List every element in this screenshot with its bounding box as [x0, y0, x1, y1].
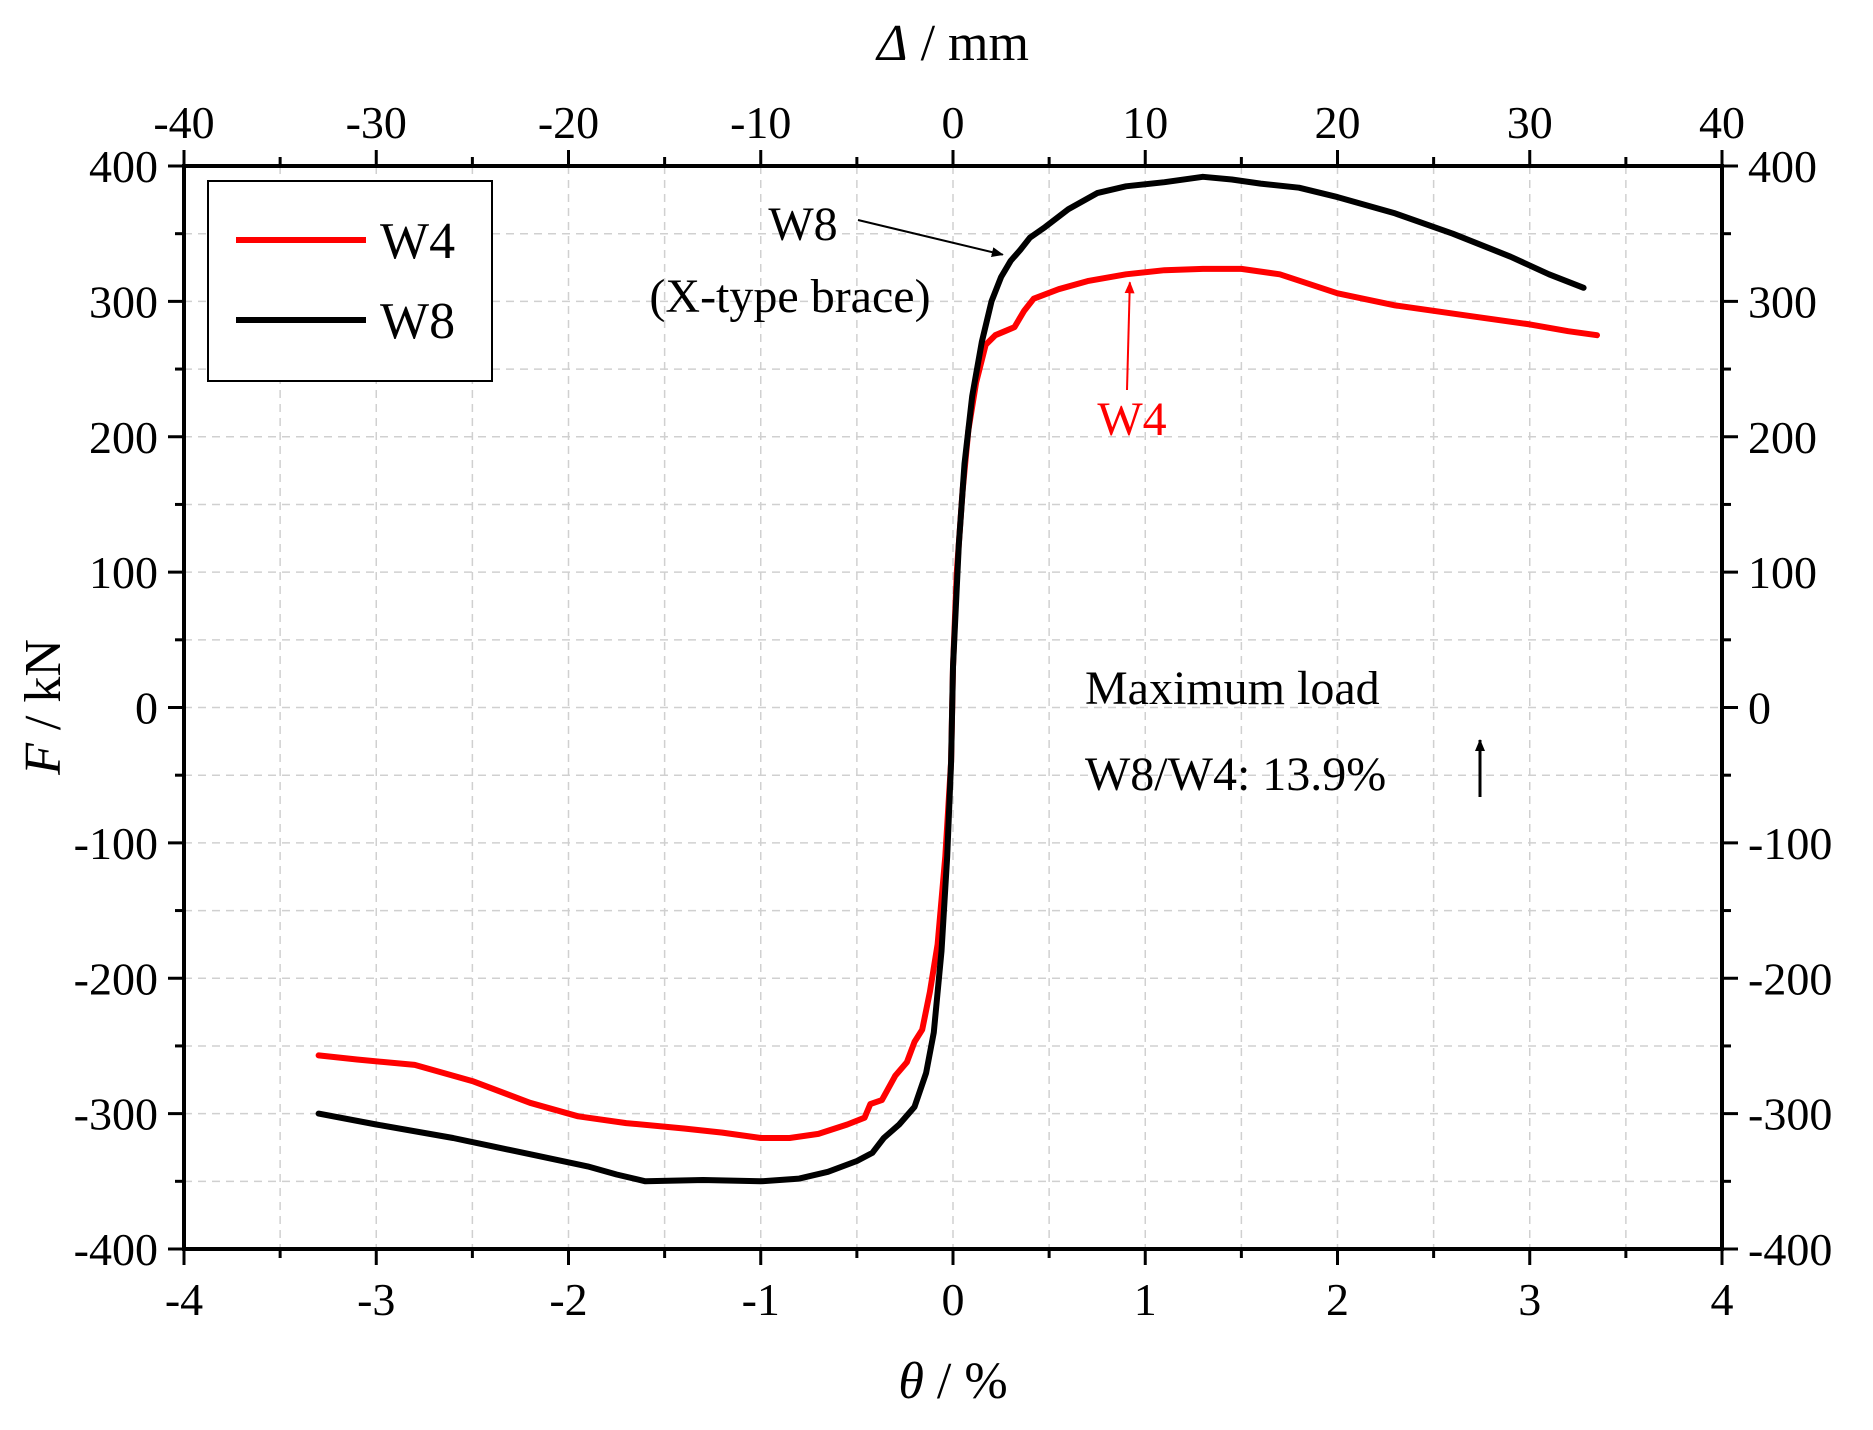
y-axis-title: F / kN: [15, 639, 72, 776]
series-group: [315, 173, 1600, 1185]
legend: W4 W8: [207, 180, 493, 382]
y-tick-label: -200: [74, 953, 158, 1004]
annotation-w8-brace: (X-type brace): [649, 270, 930, 323]
x2-tick-label: 0: [942, 97, 965, 148]
y-tick-label: -400: [74, 1224, 158, 1275]
x-tick-label: -4: [165, 1274, 203, 1325]
y2-tick-label: -400: [1748, 1224, 1832, 1275]
legend-label-w8: W8: [380, 293, 455, 350]
y-tick-label: 100: [89, 547, 158, 598]
annotation-w8: W8: [768, 198, 837, 251]
x2-tick-label: -10: [730, 97, 791, 148]
y2-tick-label: 100: [1748, 547, 1817, 598]
x-tick-label: -2: [549, 1274, 587, 1325]
x2-tick-label: 10: [1122, 97, 1168, 148]
y2-tick-label: 300: [1748, 276, 1817, 327]
y-tick-label: 300: [89, 276, 158, 327]
annotation-max-load: Maximum load: [1085, 662, 1380, 715]
x-tick-label: 0: [942, 1274, 965, 1325]
annotation-w4-arrow: [1124, 281, 1135, 391]
x-tick-label: 4: [1711, 1274, 1734, 1325]
series-line-w4: [315, 265, 1600, 1141]
annotation-max-load-ratio: W8/W4: 13.9%: [1085, 748, 1386, 801]
x2-tick-label: -40: [153, 97, 214, 148]
x2-axis-title: Δ / mm: [875, 15, 1029, 72]
legend-box: [207, 180, 493, 382]
x-tick-label: 2: [1326, 1274, 1349, 1325]
x-tick-label: 3: [1518, 1274, 1541, 1325]
y-tick-label: 400: [89, 141, 158, 192]
x-tick-label: 1: [1134, 1274, 1157, 1325]
annotations: W8 (X-type brace) W4 Maximum load W8/W4:…: [649, 198, 1485, 801]
y2-tick-label: 200: [1748, 412, 1817, 463]
y2-tick-label: 0: [1748, 683, 1771, 734]
x2-tick-label: 20: [1315, 97, 1361, 148]
tick-labels: -4 -3 -2 -1 0 1 2 3 4-40 -30 -20 -10 0 10 20 30 40-400 -4…: [74, 97, 1833, 1325]
x2-tick-label: 40: [1699, 97, 1745, 148]
annotation-w4: W4: [1097, 393, 1166, 446]
annotation-w8-arrow: [857, 219, 1004, 258]
series-line-w8: [315, 173, 1587, 1185]
x2-tick-label: 30: [1507, 97, 1553, 148]
y2-tick-label: -300: [1748, 1089, 1832, 1140]
y-tick-label: 0: [135, 683, 158, 734]
y-tick-label: -300: [74, 1089, 158, 1140]
x-tick-label: -3: [357, 1274, 395, 1325]
y2-tick-label: -200: [1748, 953, 1832, 1004]
x-tick-label: -1: [742, 1274, 780, 1325]
x2-tick-label: -30: [346, 97, 407, 148]
y2-tick-label: 400: [1748, 141, 1817, 192]
y-tick-label: 200: [89, 412, 158, 463]
axis-ticks: [168, 150, 1738, 1265]
y-tick-label: -100: [74, 818, 158, 869]
y2-tick-label: -100: [1748, 818, 1832, 869]
x2-tick-label: -20: [538, 97, 599, 148]
legend-label-w4: W4: [380, 213, 455, 270]
x-axis-title: θ / %: [898, 1353, 1007, 1410]
